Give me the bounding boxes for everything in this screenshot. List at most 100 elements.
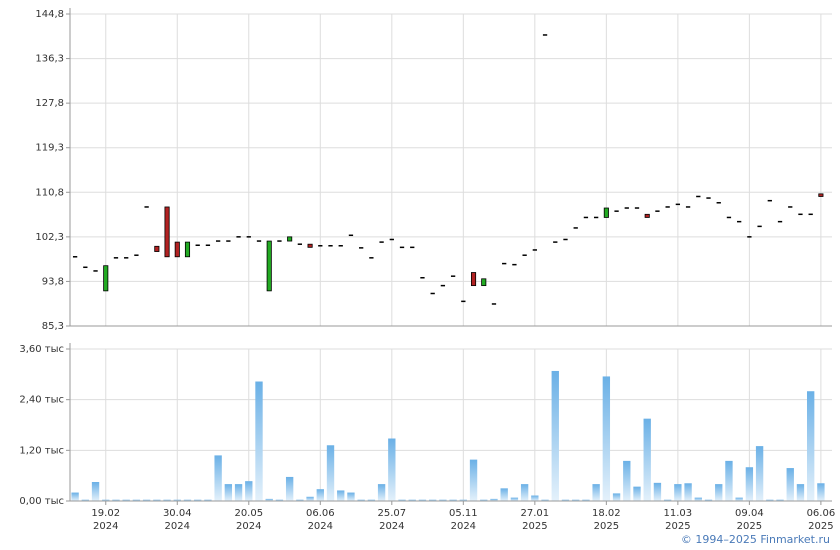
volume-bar xyxy=(204,499,212,501)
volume-bar xyxy=(469,459,478,501)
volume-bar xyxy=(694,497,702,501)
volume-bar xyxy=(194,499,202,501)
volume-bar xyxy=(326,445,335,501)
price-candle xyxy=(747,236,752,238)
price-candle xyxy=(144,206,149,208)
price-candle xyxy=(675,203,681,206)
volume-bar xyxy=(582,499,590,501)
price-candle xyxy=(593,216,599,219)
price-y-tick-label: 85,3 xyxy=(42,321,64,332)
volume-bar xyxy=(755,446,764,501)
volume-bar xyxy=(102,499,110,501)
volume-bar xyxy=(745,467,754,501)
price-candle xyxy=(737,220,742,223)
price-candle xyxy=(798,213,803,216)
price-candle xyxy=(369,257,374,259)
volume-bar xyxy=(684,483,692,501)
x-tick-year: 2024 xyxy=(379,521,404,532)
price-candle xyxy=(553,241,558,243)
price-candle xyxy=(614,210,619,212)
price-panel: 144,8 136,3 127,8 119,3 110,8 102,3 93,8 85,3 xyxy=(35,8,832,332)
x-tick-date: 06.06 xyxy=(807,508,836,519)
volume-bar xyxy=(337,490,345,501)
volume-bar xyxy=(122,499,130,501)
price-candle xyxy=(236,236,241,238)
price-candle xyxy=(226,240,231,242)
price-candle xyxy=(164,206,170,258)
price-candle xyxy=(481,278,487,287)
price-candle xyxy=(726,216,732,219)
price-candle xyxy=(777,220,783,223)
price-candle xyxy=(134,254,139,256)
price-candle xyxy=(113,257,119,259)
x-tick-year: 2024 xyxy=(308,521,333,532)
volume-bar xyxy=(153,499,161,501)
volume-bar xyxy=(725,460,733,501)
volume-bar xyxy=(224,484,233,501)
price-candle xyxy=(215,240,221,242)
volume-bar xyxy=(817,483,825,501)
x-tick-date: 30.04 xyxy=(163,508,192,519)
volume-bar xyxy=(183,499,192,501)
volume-bar xyxy=(653,482,662,501)
price-y-tick-label: 110,8 xyxy=(35,187,64,198)
x-tick-year: 2024 xyxy=(451,521,476,532)
price-candle xyxy=(410,246,415,249)
volume-bar xyxy=(490,498,498,501)
price-candle xyxy=(420,277,425,279)
volume-panel: 3,60 тыс 2,40 тыс 1,20 тыс 0,00 тыс 19.02 202… xyxy=(19,343,835,532)
price-candle xyxy=(512,263,517,266)
price-y-tick-label: 144,8 xyxy=(35,9,64,20)
price-candle xyxy=(174,241,180,258)
price-candle xyxy=(757,225,762,228)
x-tick-year: 2025 xyxy=(594,521,619,532)
volume-y-tick-label: 1,20 тыс xyxy=(19,445,64,456)
volume-bar xyxy=(561,499,570,501)
price-candle xyxy=(399,246,405,249)
volume-bar xyxy=(255,381,263,501)
x-tick-year: 2025 xyxy=(737,521,762,532)
volume-bar xyxy=(796,484,805,501)
volume-bar xyxy=(245,481,253,501)
x-tick-year: 2025 xyxy=(808,521,833,532)
price-candle xyxy=(573,227,578,229)
volume-bar xyxy=(275,499,284,501)
price-y-tick-label: 119,3 xyxy=(35,143,64,154)
x-tick-year: 2024 xyxy=(165,521,190,532)
price-candle xyxy=(348,234,354,237)
volume-y-tick-label: 2,40 тыс xyxy=(19,395,64,406)
price-candle xyxy=(491,303,497,305)
x-tick-date: 20.05 xyxy=(234,508,263,519)
volume-bar xyxy=(663,499,672,501)
price-candle xyxy=(277,240,282,242)
volume-bar xyxy=(674,484,682,501)
volume-bar xyxy=(612,493,621,501)
volume-bar xyxy=(428,499,437,501)
volume-bar xyxy=(510,497,519,501)
price-y-tick-label: 136,3 xyxy=(35,54,64,65)
volume-bar xyxy=(71,492,79,501)
price-candle xyxy=(430,292,435,295)
copyright-text: © 1994–2025 Finmarket.ru xyxy=(680,533,830,546)
price-candle xyxy=(440,284,446,287)
price-candle xyxy=(583,216,589,219)
volume-bar xyxy=(306,496,314,501)
x-tick-year: 2025 xyxy=(665,521,690,532)
x-tick-date: 25.07 xyxy=(377,508,406,519)
price-y-tick-label: 127,8 xyxy=(35,98,64,109)
price-candle xyxy=(603,207,609,218)
price-candle xyxy=(379,241,384,243)
price-candle xyxy=(297,243,303,245)
volume-bar xyxy=(439,499,447,501)
volume-bar xyxy=(265,498,273,501)
price-candle xyxy=(624,207,629,209)
volume-bar xyxy=(643,418,651,501)
volume-bar xyxy=(367,499,376,501)
price-candle xyxy=(502,262,507,265)
volume-bar xyxy=(316,489,324,501)
volume-bar xyxy=(704,499,713,501)
volume-bar xyxy=(296,499,304,501)
volume-bar xyxy=(806,391,815,501)
volume-bar xyxy=(766,499,774,501)
